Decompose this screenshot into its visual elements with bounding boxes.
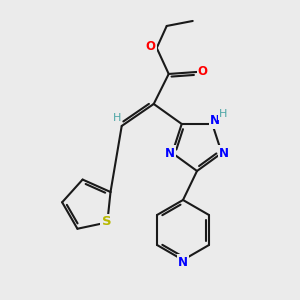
Text: H: H xyxy=(219,109,227,119)
Text: N: N xyxy=(219,146,229,160)
Text: S: S xyxy=(101,215,111,228)
Text: H: H xyxy=(112,113,121,123)
Text: O: O xyxy=(198,65,208,79)
Text: O: O xyxy=(146,40,156,53)
Text: N: N xyxy=(210,115,220,128)
Text: N: N xyxy=(165,146,175,160)
Text: N: N xyxy=(178,256,188,268)
